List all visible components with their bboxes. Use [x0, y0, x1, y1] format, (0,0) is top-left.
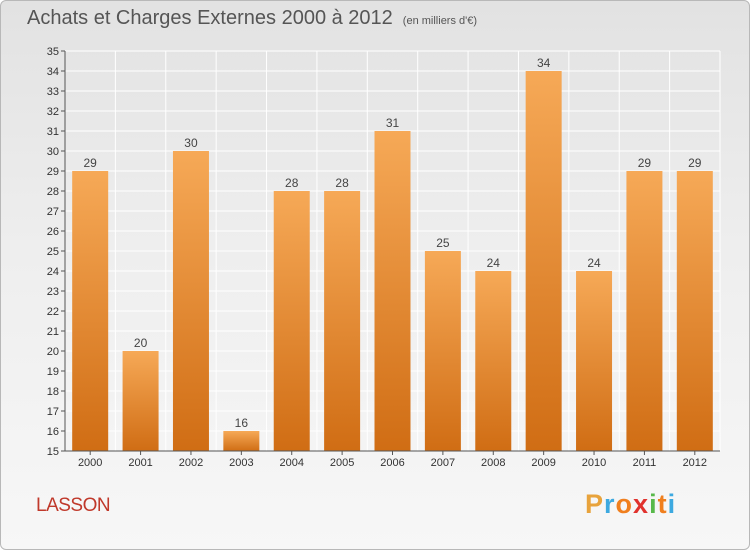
logo-letter: o	[615, 489, 634, 519]
bar-2010	[576, 271, 613, 451]
logo-letter: i	[649, 489, 658, 519]
axes: 15 16 17 18 19 20 21 22 23 24 25 26 27 28 29 30 31 32 33 34…	[47, 46, 720, 469]
value-label-2003: 16	[235, 416, 249, 430]
value-label-2001: 20	[134, 336, 148, 350]
bar-2004	[273, 191, 310, 451]
value-label-2005: 28	[335, 176, 349, 190]
value-label-2006: 31	[386, 116, 400, 130]
y-tick-label: 17	[47, 406, 59, 418]
x-tick-label: 2009	[531, 457, 555, 469]
x-tick-label: 2003	[229, 457, 253, 469]
title-row: Achats et Charges Externes 2000 à 2012 (e…	[27, 7, 477, 30]
chart-title: Achats et Charges Externes 2000 à 2012	[27, 7, 393, 29]
y-tick-label: 25	[47, 246, 59, 258]
bar-2000	[72, 171, 109, 451]
value-label-2007: 25	[436, 236, 450, 250]
value-label-2000: 29	[84, 156, 98, 170]
bar-2007	[424, 251, 461, 451]
x-tick-label: 2002	[179, 457, 203, 469]
y-tick-label: 27	[47, 206, 59, 218]
logo-letter: r	[604, 489, 616, 519]
value-label-2002: 30	[184, 136, 198, 150]
value-label-2012: 29	[688, 156, 702, 170]
y-tick-label: 23	[47, 286, 59, 298]
logo-letter: t	[657, 489, 668, 519]
chart-subtitle: (en milliers d'€)	[402, 15, 478, 27]
bar-2001	[122, 351, 159, 451]
bar-2012	[676, 171, 713, 451]
y-tick-label: 28	[47, 186, 59, 198]
bar-2002	[172, 151, 209, 451]
x-tick-label: 2004	[279, 457, 303, 469]
value-label-2004: 28	[285, 176, 299, 190]
bar-2009	[525, 71, 562, 451]
x-tick-label: 2001	[128, 457, 152, 469]
y-tick-label: 29	[47, 166, 59, 178]
bar-2005	[324, 191, 361, 451]
bar-2008	[475, 271, 512, 451]
bar-2011	[626, 171, 663, 451]
bar-2003	[223, 431, 260, 451]
x-tick-label: 2006	[380, 457, 404, 469]
logo-letter: P	[585, 489, 605, 519]
value-labels: 29 20 30 16 28 28 31 25 24 34 24 29 29	[84, 56, 702, 430]
y-tick-label: 30	[47, 146, 59, 158]
y-tick-label: 15	[47, 446, 59, 458]
y-tick-label: 32	[47, 106, 59, 118]
x-tick-label: 2012	[683, 457, 707, 469]
y-tick-label: 35	[47, 46, 59, 58]
value-label-2011: 29	[638, 156, 652, 170]
value-label-2008: 24	[487, 256, 501, 270]
x-tick-label: 2007	[431, 457, 455, 469]
value-label-2009: 34	[537, 56, 551, 70]
commune-name: LASSON	[36, 495, 111, 516]
y-tick-label: 18	[47, 386, 59, 398]
y-tick-label: 16	[47, 426, 59, 438]
bars	[72, 71, 713, 451]
value-label-2010: 24	[587, 256, 601, 270]
y-tick-label: 22	[47, 306, 59, 318]
y-tick-label: 34	[47, 66, 59, 78]
logo-letter: x	[633, 489, 650, 519]
x-tick-label: 2000	[78, 457, 102, 469]
y-tick-label: 24	[47, 266, 59, 278]
y-tick-label: 31	[47, 126, 59, 138]
y-tick-label: 33	[47, 86, 59, 98]
y-tick-label: 20	[47, 346, 59, 358]
y-tick-label: 19	[47, 366, 59, 378]
y-tick-label: 21	[47, 326, 59, 338]
x-tick-label: 2010	[582, 457, 606, 469]
x-tick-label: 2011	[633, 457, 657, 469]
proxiti-logo[interactable]: Proxiti	[585, 489, 676, 520]
y-tick-label: 26	[47, 226, 59, 238]
logo-letter: i	[667, 489, 677, 519]
bar-2006	[374, 131, 411, 451]
x-tick-label: 2008	[481, 457, 505, 469]
x-tick-label: 2005	[330, 457, 354, 469]
